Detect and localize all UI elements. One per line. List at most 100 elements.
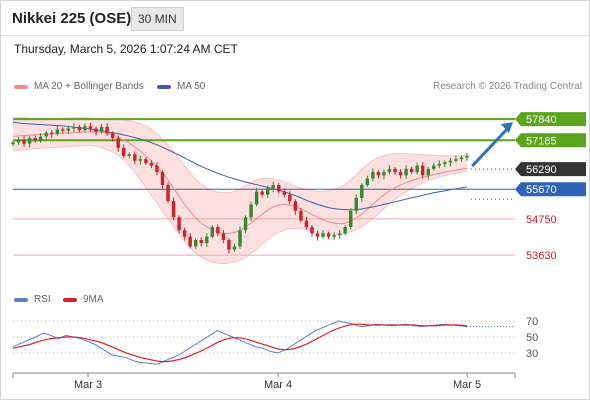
rsi-9ma-line xyxy=(12,323,468,363)
candle-body xyxy=(376,172,381,176)
rsi-tick-50: 50 xyxy=(526,332,538,344)
rsi-tick-30: 30 xyxy=(526,348,538,360)
timeframe-button[interactable]: 30 MIN xyxy=(131,7,184,31)
candle-body xyxy=(448,160,453,163)
candle-body xyxy=(332,235,336,237)
ma50-line xyxy=(12,121,468,211)
price-tag-label-57185: 57185 xyxy=(526,135,557,147)
candle-body xyxy=(443,162,447,164)
candle-body xyxy=(72,126,76,129)
candle-body xyxy=(105,126,109,134)
price-tag-57185 xyxy=(515,133,586,148)
candle-body xyxy=(382,172,386,176)
candle-body xyxy=(420,165,425,176)
candle-body xyxy=(33,138,37,141)
candle-body xyxy=(127,154,131,156)
candle-body xyxy=(304,220,309,227)
candle-body xyxy=(210,227,215,237)
forecast-arrow-line xyxy=(471,125,511,167)
candle-body xyxy=(221,233,226,240)
price-tag-label-55670: 55670 xyxy=(526,184,557,196)
ma50-swatch xyxy=(157,84,171,89)
candle-body xyxy=(260,191,264,195)
rsi-line xyxy=(12,320,468,365)
candle-body xyxy=(38,136,43,141)
price-tag-56290 xyxy=(515,162,586,177)
candle-body xyxy=(205,236,209,244)
candle-body xyxy=(61,129,65,131)
price-tag-57840 xyxy=(515,112,586,127)
candle-body xyxy=(271,185,275,189)
rsi-tick-70: 70 xyxy=(526,316,538,328)
legend-ma20-label: MA 20 + Bollinger Bands xyxy=(34,81,144,92)
candle-body xyxy=(365,178,370,185)
candle-body xyxy=(193,239,198,247)
candle-body xyxy=(99,126,104,132)
candle-body xyxy=(398,172,403,176)
support-label-53630: 53630 xyxy=(526,250,557,262)
candle-body xyxy=(155,165,159,173)
rsi-swatch xyxy=(14,297,28,302)
price-tag-label-57840: 57840 xyxy=(526,114,557,126)
candle-body xyxy=(249,204,253,218)
candle-body xyxy=(55,129,60,134)
x-tick-label: Mar 5 xyxy=(453,379,481,391)
9ma-swatch xyxy=(63,297,77,302)
candle-body xyxy=(149,163,154,166)
candle-body xyxy=(66,128,71,131)
candle-body xyxy=(188,236,192,247)
candle-body xyxy=(144,159,148,164)
bollinger-band-fill xyxy=(13,117,467,264)
candle-body xyxy=(27,138,32,144)
candle-body xyxy=(133,154,137,161)
candle-body xyxy=(160,172,165,185)
candle-body xyxy=(337,233,342,236)
candle-body xyxy=(182,230,187,237)
candle-body xyxy=(315,233,320,237)
candle-body xyxy=(16,139,21,143)
legend-ma50-label: MA 50 xyxy=(177,81,206,92)
ma20-swatch xyxy=(14,84,28,89)
candle-body xyxy=(415,165,419,173)
candle-body xyxy=(354,197,358,211)
candle-body xyxy=(321,233,325,237)
candle-body xyxy=(437,164,442,166)
legend-rsi: RSI xyxy=(14,294,51,305)
timestamp: Thursday, March 5, 2026 1:07:24 AM CET xyxy=(14,42,238,56)
candle-body xyxy=(110,133,115,139)
candle-body xyxy=(243,217,248,231)
candle-body xyxy=(426,168,430,176)
candle-body xyxy=(122,147,126,156)
candle-body xyxy=(432,165,436,169)
candle-body xyxy=(265,188,270,195)
candle-body xyxy=(293,201,298,211)
legend-9ma: 9MA xyxy=(63,294,104,305)
candle-body xyxy=(387,168,392,173)
candle-body xyxy=(343,227,347,234)
support-label-54750: 54750 xyxy=(526,214,557,226)
candle-body xyxy=(177,217,181,231)
candle-body xyxy=(326,233,331,237)
candle-body xyxy=(77,126,82,131)
legend-ma20: MA 20 + Bollinger Bands xyxy=(14,81,144,92)
price-tag-55670 xyxy=(515,182,586,197)
candle-body xyxy=(199,239,203,244)
candle-body xyxy=(459,157,464,160)
candle-body xyxy=(454,159,458,161)
candle-body xyxy=(238,230,242,247)
legend-9ma-label: 9MA xyxy=(83,294,104,305)
candle-body xyxy=(216,227,220,234)
candle-body xyxy=(171,201,176,218)
x-tick-label: Mar 3 xyxy=(74,379,102,391)
candle-body xyxy=(227,239,231,250)
candle-body xyxy=(371,172,375,179)
research-credit: Research © 2026 Trading Central xyxy=(433,81,583,92)
candle-body xyxy=(116,138,120,148)
candle-body xyxy=(88,126,93,129)
candle-body xyxy=(138,159,143,161)
candle-body xyxy=(282,191,287,195)
legend-ma50: MA 50 xyxy=(157,81,205,92)
price-tag-label-56290: 56290 xyxy=(526,164,557,176)
